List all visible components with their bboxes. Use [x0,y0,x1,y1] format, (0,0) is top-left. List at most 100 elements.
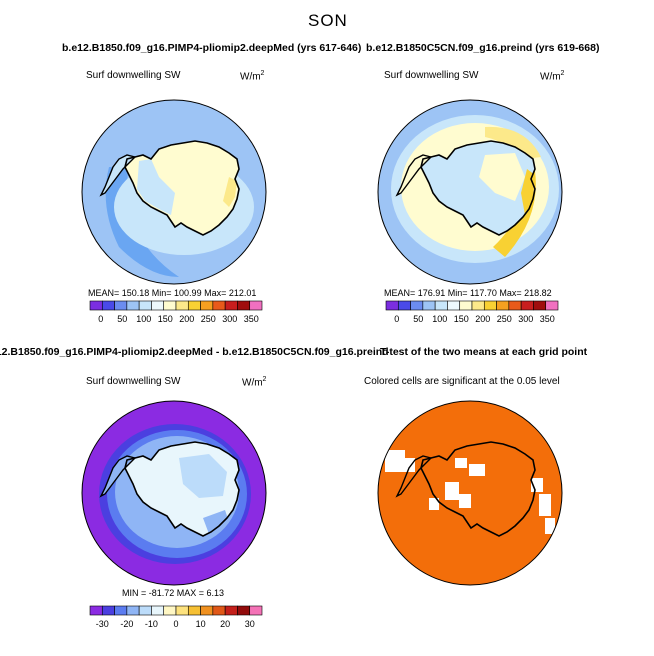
colorbar-swatch [187,300,201,311]
colorbar-tick-label: 250 [201,314,216,324]
panel-2-units: W/m2 [540,70,565,83]
colorbar-swatch [126,300,140,311]
colorbar-tick-label: 0 [98,314,103,324]
colorbar-swatch [187,605,201,616]
colorbar-swatch [200,300,214,311]
panel-1-units: W/m2 [240,70,265,83]
colorbar-tick-label: 30 [245,619,255,629]
colorbar-tick-label: 150 [158,314,173,324]
colorbar-swatch [471,300,485,311]
antarctica-coastline [124,140,240,236]
coastal-negative-patch [203,510,229,534]
colorbar-swatch [545,300,559,311]
panel-3-colorbar: -30 -20 -10 0 10 20 30 [89,605,263,629]
colorbar-swatch [434,300,448,311]
peninsula-coastline [395,455,433,498]
colorbar-swatch [249,300,263,311]
colorbar-tick-label: 20 [220,619,230,629]
non-significant-cell [539,494,551,516]
panel-1-polar-map [81,99,267,285]
land-fill [125,141,239,235]
colorbar-tick-label: 50 [413,314,423,324]
ocean-field [378,401,562,585]
colorbar-swatch [89,300,103,311]
non-significant-cell [459,494,471,508]
colorbar-swatch [114,300,128,311]
colorbar-swatch [138,300,152,311]
map-boundary [81,99,267,285]
peninsula-coastline [99,455,137,498]
colorbar-tick-label: 0 [394,314,399,324]
colorbar-swatch [138,605,152,616]
panel-3-field-label: Surf downwelling SW [86,376,181,387]
panel-1-stats: MEAN= 150.18 Min= 100.99 Max= 212.01 [88,288,257,298]
non-significant-cell [445,482,459,500]
colorbar-swatch [151,605,165,616]
colorbar-tick-label: 200 [179,314,194,324]
colorbar-tick-label: 100 [136,314,151,324]
interior-field [479,153,525,201]
colorbar-swatch [101,605,115,616]
colorbar-tick-label: 100 [432,314,447,324]
colorbar-swatch [126,605,140,616]
colorbar-tick-label: 200 [475,314,490,324]
colorbar-swatch [397,300,411,311]
non-significant-cell [545,518,555,534]
non-significant-cell [469,464,485,476]
figure-title: SON [308,11,348,30]
non-significant-cell [429,498,439,510]
colorbar-swatch [114,605,128,616]
panel-1-title: b.e12.B1850.f09_g16.PIMP4-pliomip2.deepM… [62,42,362,54]
colorbar-tick-label: 10 [196,619,206,629]
colorbar-swatch [483,300,497,311]
colorbar-tick-label: -20 [120,619,133,629]
colorbar-swatch [237,300,251,311]
peninsula-coastline [99,154,137,197]
colorbar-swatch [385,300,399,311]
colorbar-swatch [175,300,189,311]
peninsula-coastline [395,154,433,197]
colorbar-tick-label: 350 [540,314,555,324]
colorbar-swatch [163,300,177,311]
high-sw-arc-north [485,126,541,159]
panel-1-colorbar: 0 50 100 150 200 250 300 350 [89,300,263,324]
colorbar-tick-label: 0 [173,619,178,629]
high-sw-patch [223,177,237,207]
panel-2-colorbar: 0 50 100 150 200 250 300 350 [385,300,559,324]
panel-2-stats: MEAN= 176.91 Min= 117.70 Max= 218.82 [384,288,552,298]
panel-3-units: W/m2 [242,376,267,389]
panel-4-polar-map [377,400,563,586]
colorbar-tick-label: -30 [96,619,109,629]
west-antarctica-field [137,159,175,215]
panel-3-stats: MIN = -81.72 MAX = 6.13 [122,588,225,598]
panel-4-title: T-test of the two means at each grid poi… [380,346,588,358]
non-significant-cell [403,458,415,472]
colorbar-swatch [410,300,424,311]
antarctica-coastline [420,140,536,236]
panel-4-note: Colored cells are significant at the 0.0… [364,376,560,387]
antarctica-coastline [124,441,240,537]
colorbar-swatch [496,300,510,311]
non-significant-cell [385,450,405,472]
antarctica-coastline [420,441,536,537]
colorbar-swatch [101,300,115,311]
colorbar-swatch [447,300,461,311]
colorbar-swatch [249,605,263,616]
colorbar-swatch [224,605,238,616]
colorbar-tick-label: -10 [145,619,158,629]
panel-3-polar-map [81,400,267,586]
panel-2-title: b.e12.B1850C5CN.f09_g16.preind (yrs 619-… [366,42,600,54]
colorbar-swatch [422,300,436,311]
colorbar-swatch [175,605,189,616]
colorbar-swatch [212,300,226,311]
colorbar-swatch [520,300,534,311]
colorbar-swatch [237,605,251,616]
colorbar-swatch [459,300,473,311]
panel-3-title: e12.B1850.f09_g16.PIMP4-pliomip2.deepMed… [0,346,389,358]
colorbar-tick-label: 350 [244,314,259,324]
panel-2-field-label: Surf downwelling SW [384,70,479,81]
colorbar-tick-label: 300 [518,314,533,324]
non-significant-cell [455,458,467,468]
map-boundary [377,400,563,586]
colorbar-swatch [224,300,238,311]
